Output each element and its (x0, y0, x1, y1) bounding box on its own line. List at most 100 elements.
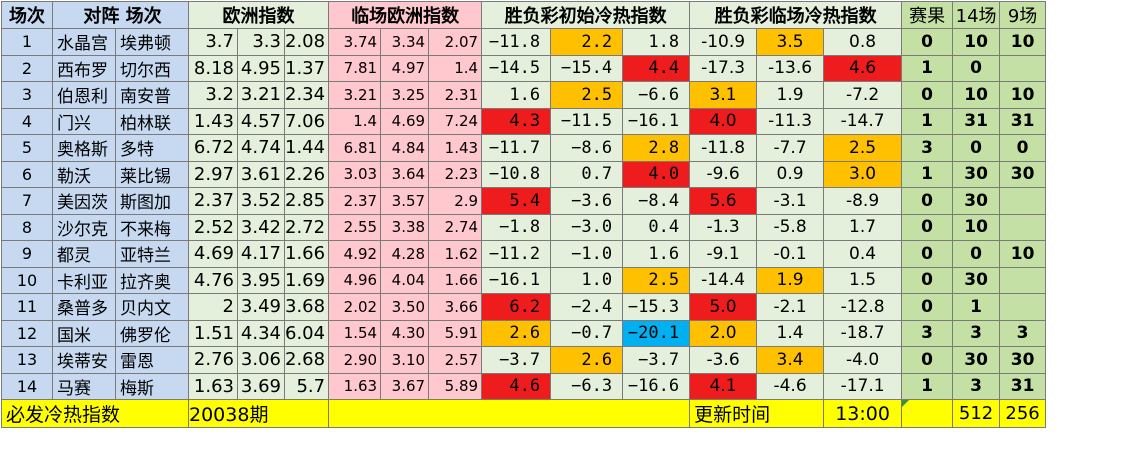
init-cold-hot-value: 4.4 (622, 54, 691, 82)
live-cold-hot-value: 4.0 (689, 107, 758, 135)
result-value: 0 (901, 28, 954, 56)
match-number: 11 (1, 293, 53, 321)
result-value: 1 (901, 372, 954, 400)
live-europe-odds: 2.57 (428, 346, 483, 374)
match-number: 7 (1, 187, 53, 215)
live-cold-hot-value: -18.7 (823, 319, 903, 347)
live-cold-hot-value: 2.5 (823, 134, 903, 162)
europe-odds: 3.42 (237, 213, 285, 241)
home-team: 伯恩利 (52, 81, 116, 109)
home-team: 埃蒂安 (52, 346, 116, 374)
result-value: 0 (901, 213, 954, 241)
europe-odds: 2.37 (188, 187, 238, 215)
field-9-value: 10 (999, 28, 1047, 56)
live-cold-hot-value: 3.5 (756, 28, 825, 56)
away-team: 不来梅 (115, 213, 189, 241)
live-europe-odds: 2.23 (428, 160, 483, 188)
live-europe-odds: 2.02 (328, 293, 382, 321)
init-cold-hot-value: −2.4 (550, 293, 624, 321)
europe-odds: 1.66 (283, 240, 330, 268)
init-cold-hot-value: 1.6 (622, 240, 691, 268)
live-cold-hot-value: -11.3 (756, 107, 825, 135)
init-cold-hot-value: −3.6 (550, 187, 624, 215)
home-team: 沙尔克 (52, 213, 116, 241)
away-team: 亚特兰 (115, 240, 189, 268)
header-match: 对阵 场次 (52, 1, 189, 29)
match-number: 10 (1, 266, 53, 294)
init-cold-hot-value: 6.2 (481, 293, 552, 321)
live-cold-hot-value: 1.4 (756, 319, 825, 347)
header-cold-hot-live: 胜负彩临场冷热指数 (689, 1, 903, 29)
europe-odds: 5.7 (283, 372, 330, 400)
live-cold-hot-value: -1.3 (689, 213, 758, 241)
table-row: 7 美因茨 斯图加 2.37 3.52 2.85 2.37 3.57 2.9 5.4 −3.6 −8.… (1, 187, 1047, 215)
live-europe-odds: 3.64 (380, 160, 430, 188)
field-14-value: 3 (952, 372, 1001, 400)
field-9-value (999, 54, 1047, 82)
live-cold-hot-value: 3.4 (756, 346, 825, 374)
live-europe-odds: 6.81 (328, 134, 382, 162)
init-cold-hot-value: −11.7 (481, 134, 552, 162)
away-team: 埃弗顿 (115, 28, 189, 56)
home-team: 桑普多 (52, 293, 116, 321)
field-9-value: 31 (999, 372, 1047, 400)
field-14-value: 30 (952, 346, 1001, 374)
field-14-value: 0 (952, 134, 1001, 162)
away-team: 斯图加 (115, 187, 189, 215)
live-cold-hot-value: 0.9 (756, 160, 825, 188)
europe-odds: 3.68 (283, 293, 330, 321)
table-row: 3 伯恩利 南安普 3.2 3.21 2.34 3.21 3.25 2.31 1.6 2.5 −6.6… (1, 81, 1047, 109)
field-9-value (999, 266, 1047, 294)
header-live-europe: 临场欧洲指数 (328, 1, 483, 29)
europe-odds: 3.06 (237, 346, 285, 374)
away-team: 雷恩 (115, 346, 189, 374)
live-europe-odds: 2.55 (328, 213, 382, 241)
live-cold-hot-value: 4.1 (689, 372, 758, 400)
europe-odds: 6.72 (188, 134, 238, 162)
live-europe-odds: 4.69 (380, 107, 430, 135)
match-number: 5 (1, 134, 53, 162)
live-cold-hot-value: -4.0 (823, 346, 903, 374)
live-europe-odds: 3.34 (380, 28, 430, 56)
home-team: 西布罗 (52, 54, 116, 82)
away-team: 梅斯 (115, 372, 189, 400)
field-9-value: 30 (999, 346, 1047, 374)
live-cold-hot-value: -14.7 (823, 107, 903, 135)
match-number: 3 (1, 81, 53, 109)
footer-spacer (328, 399, 691, 428)
europe-odds: 3.61 (237, 160, 285, 188)
europe-odds: 4.69 (188, 240, 238, 268)
live-europe-odds: 1.4 (328, 107, 382, 135)
live-cold-hot-value: -0.1 (756, 240, 825, 268)
europe-odds: 8.18 (188, 54, 238, 82)
init-cold-hot-value: −11.8 (481, 28, 552, 56)
footer-count-9: 256 (999, 399, 1047, 428)
away-team: 南安普 (115, 81, 189, 109)
field-9-value: 3 (999, 319, 1047, 347)
footer-update-time: 13:00 (823, 399, 903, 428)
result-value: 0 (901, 266, 954, 294)
live-cold-hot-value: 2.0 (689, 319, 758, 347)
cold-hot-index-table: 场次 对阵 场次 欧洲指数 临场欧洲指数 胜负彩初始冷热指数 胜负彩临场冷热指数… (1, 1, 1047, 428)
match-number: 12 (1, 319, 53, 347)
home-team: 国米 (52, 319, 116, 347)
europe-odds: 2.52 (188, 213, 238, 241)
europe-odds: 1.44 (283, 134, 330, 162)
match-number: 14 (1, 372, 53, 400)
live-cold-hot-value: -3.6 (689, 346, 758, 374)
away-team: 莱比锡 (115, 160, 189, 188)
europe-odds: 2.85 (283, 187, 330, 215)
field-9-value (999, 213, 1047, 241)
result-value: 0 (901, 293, 954, 321)
live-europe-odds: 1.66 (428, 266, 483, 294)
live-europe-odds: 2.74 (428, 213, 483, 241)
europe-odds: 7.06 (283, 107, 330, 135)
init-cold-hot-value: −6.3 (550, 372, 624, 400)
live-cold-hot-value: 1.7 (823, 213, 903, 241)
europe-odds: 1.63 (188, 372, 238, 400)
home-team: 美因茨 (52, 187, 116, 215)
live-europe-odds: 3.38 (380, 213, 430, 241)
live-europe-odds: 2.07 (428, 28, 483, 56)
europe-odds: 4.74 (237, 134, 285, 162)
table-row: 6 勒沃 莱比锡 2.97 3.61 2.26 3.03 3.64 2.23 −10.8 0.7 4.… (1, 160, 1047, 188)
